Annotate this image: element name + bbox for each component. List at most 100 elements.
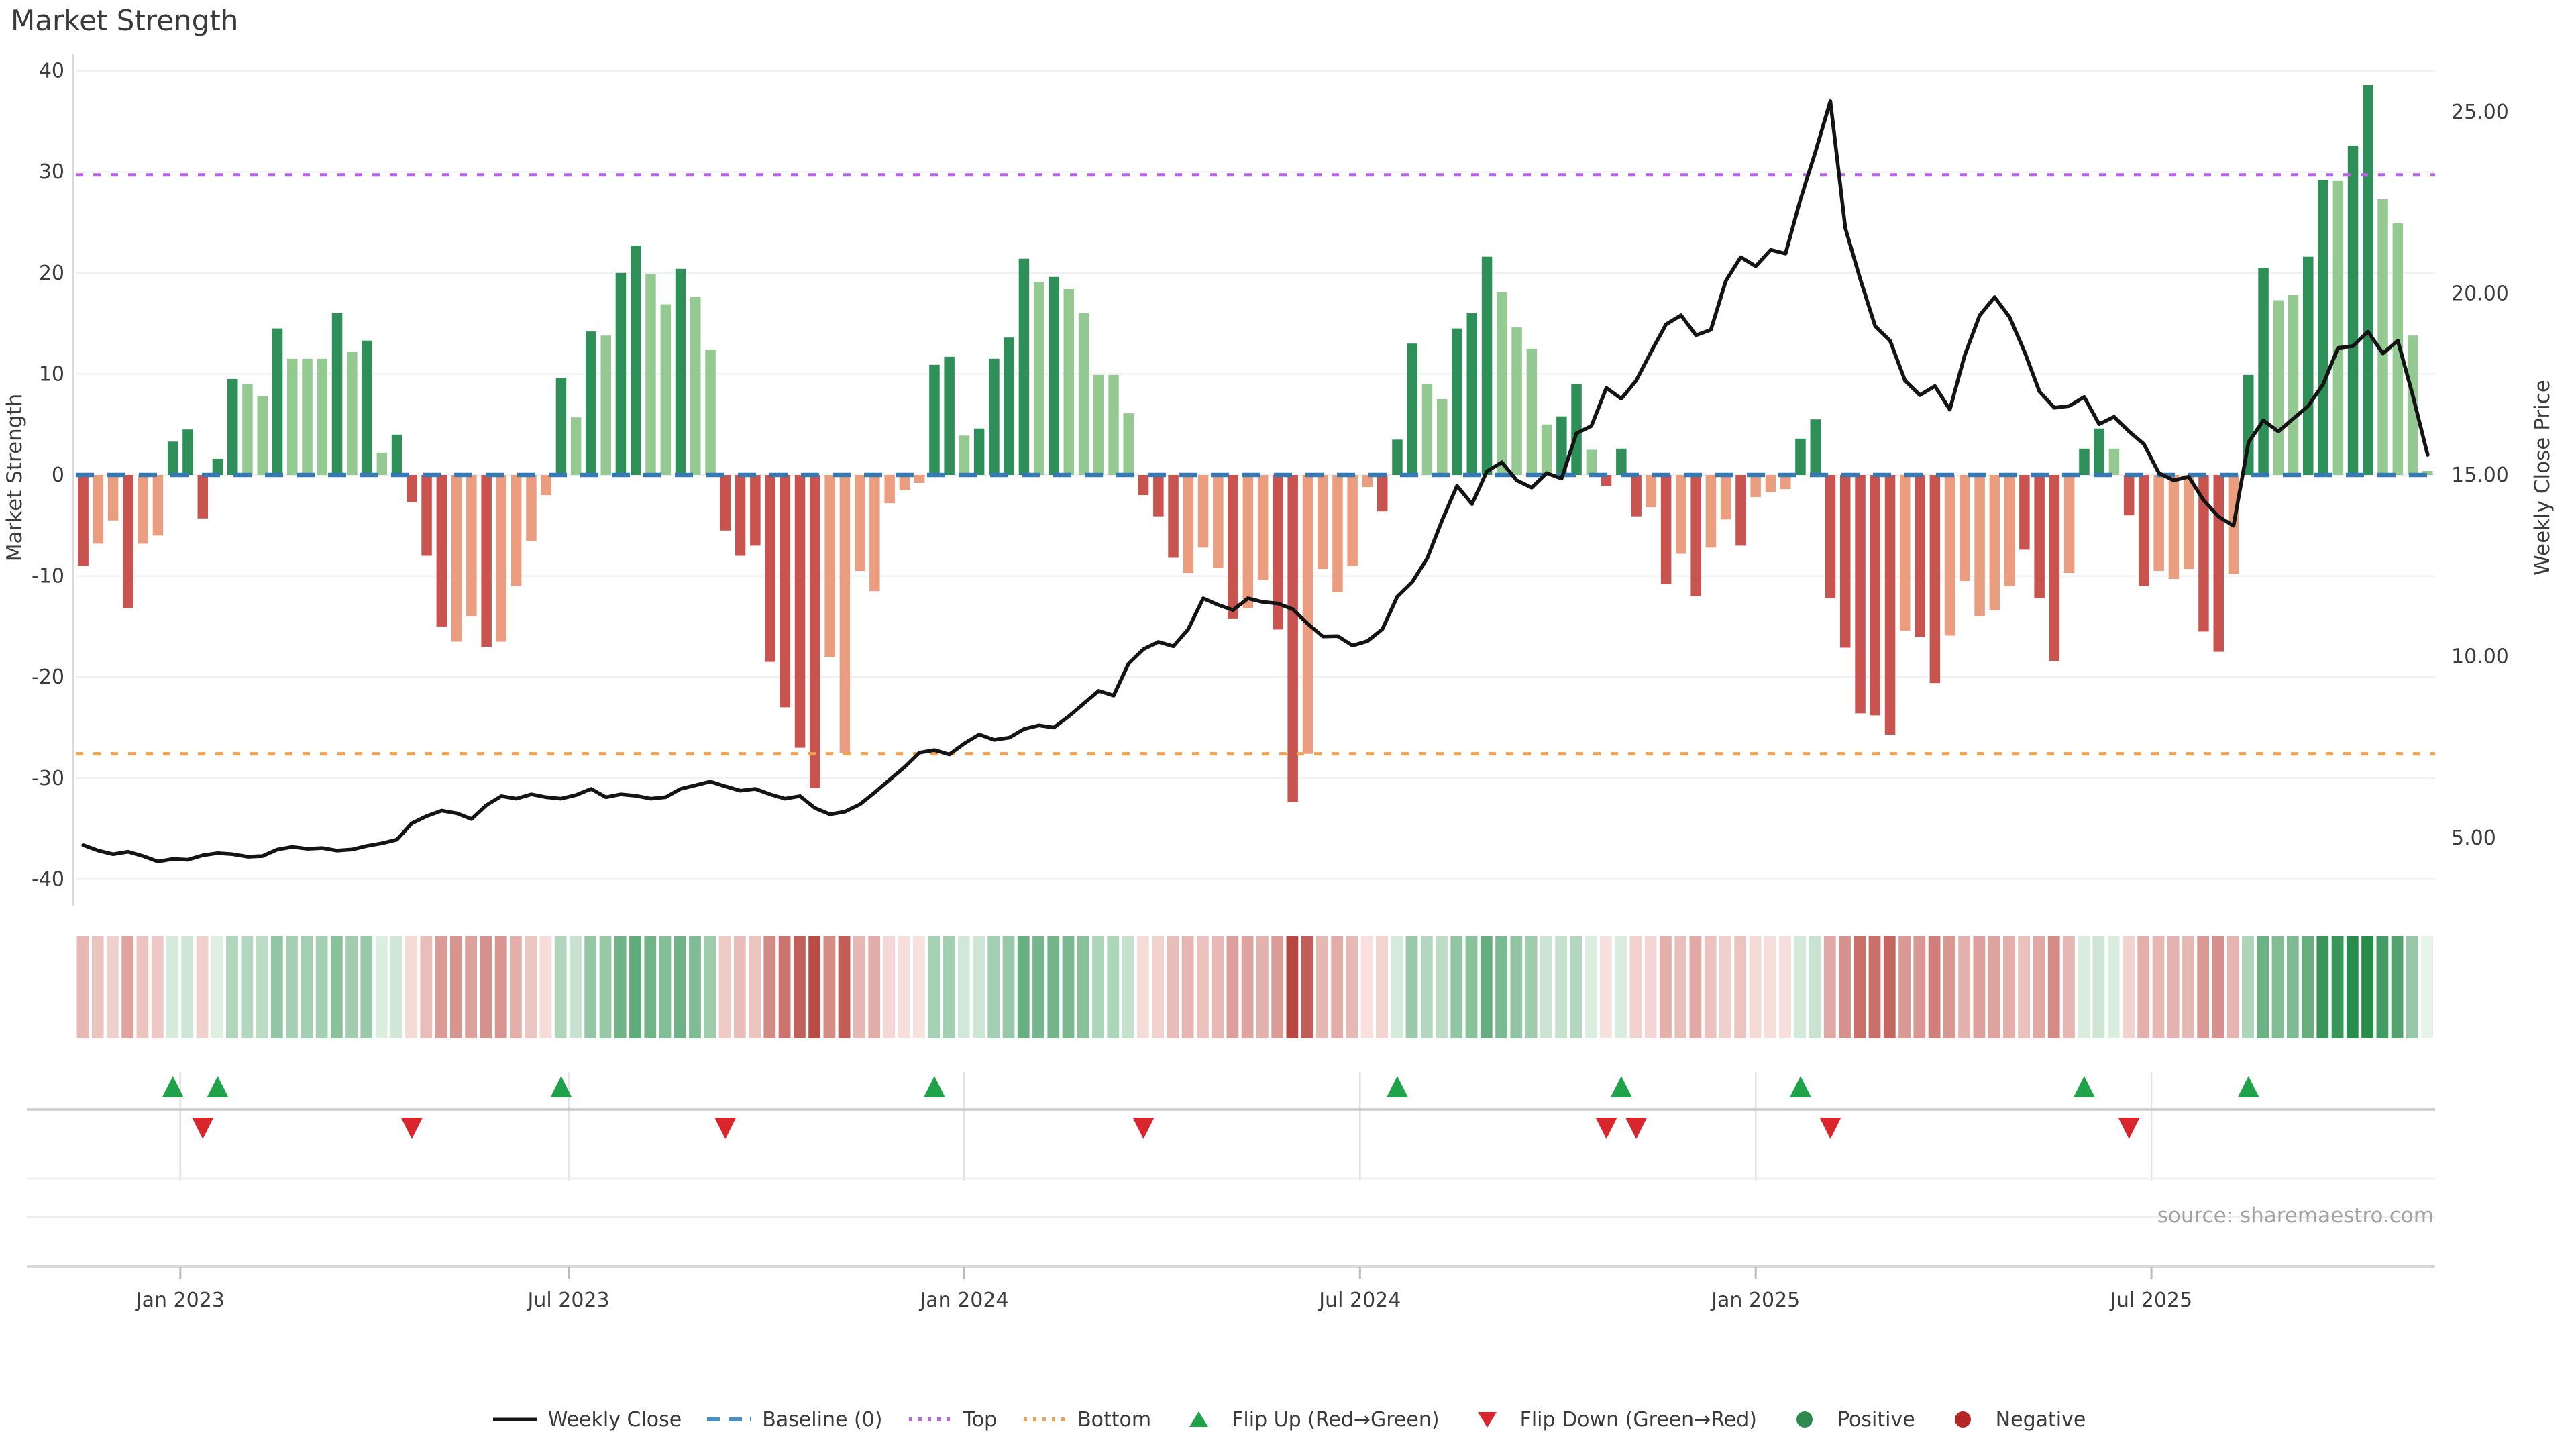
heatmap-cell bbox=[315, 936, 328, 1038]
heatmap-cell bbox=[121, 936, 134, 1038]
heatmap-cell bbox=[2182, 936, 2194, 1038]
positive-bar bbox=[586, 331, 596, 475]
heatmap-cell bbox=[166, 936, 178, 1038]
heatmap-cell bbox=[1883, 936, 1896, 1038]
positive-bar bbox=[615, 272, 627, 475]
heatmap-cell bbox=[1062, 936, 1075, 1038]
positive-bar bbox=[1093, 374, 1104, 475]
heatmap-cell bbox=[1420, 936, 1433, 1038]
left-axis-title: Market Strength bbox=[3, 394, 27, 562]
heatmap-cell bbox=[136, 936, 149, 1038]
heatmap-cell bbox=[1226, 936, 1239, 1038]
negative-bar bbox=[541, 475, 551, 496]
x-axis-tick-label: Jan 2024 bbox=[918, 1289, 1008, 1312]
heatmap-cell bbox=[718, 936, 731, 1038]
negative-bar bbox=[1900, 475, 1911, 631]
x-axis-tick-label: Jul 2025 bbox=[2109, 1289, 2192, 1312]
negative-bar bbox=[138, 475, 148, 544]
heatmap-cell bbox=[943, 936, 955, 1038]
positive-bar bbox=[555, 378, 567, 475]
heatmap-cell bbox=[733, 936, 746, 1038]
heatmap-cell bbox=[2406, 936, 2418, 1038]
positive-bar bbox=[302, 358, 313, 475]
heatmap-cell bbox=[2242, 936, 2254, 1038]
x-axis-tick-label: Jan 2025 bbox=[1710, 1289, 1800, 1312]
heatmap-cell bbox=[584, 936, 597, 1038]
positive-bar bbox=[1497, 292, 1507, 475]
legend-item-circle-6: Positive bbox=[1780, 1406, 1915, 1433]
negative-bar bbox=[123, 475, 133, 608]
heatmap-cell bbox=[2063, 936, 2075, 1038]
negative-bar bbox=[1676, 475, 1686, 554]
heatmap-cell bbox=[480, 936, 492, 1038]
positive-bar bbox=[973, 428, 985, 475]
negative-bar bbox=[854, 475, 865, 572]
positive-bar bbox=[347, 352, 358, 475]
negative-bar bbox=[914, 475, 925, 483]
heatmap-cell bbox=[2316, 936, 2329, 1038]
heatmap-cell bbox=[1256, 936, 1269, 1038]
positive-bar bbox=[2094, 428, 2104, 475]
positive-bar bbox=[1078, 313, 1089, 475]
negative-bar bbox=[1825, 475, 1836, 598]
heatmap-cell bbox=[1197, 936, 1209, 1038]
heatmap-cell bbox=[913, 936, 925, 1038]
negative-bar bbox=[436, 475, 447, 627]
positive-bar bbox=[2273, 300, 2284, 475]
heatmap-cell bbox=[330, 936, 343, 1038]
strength-bars bbox=[78, 85, 2433, 802]
negative-bar bbox=[1601, 475, 1612, 486]
heatmap-cell bbox=[554, 936, 567, 1038]
flip-up-marker bbox=[923, 1076, 945, 1097]
positive-bar bbox=[1556, 416, 1567, 475]
negative-bar bbox=[107, 475, 119, 521]
heatmap-cell bbox=[510, 936, 522, 1038]
heatmap-cell bbox=[987, 936, 1000, 1038]
negative-bar bbox=[407, 475, 417, 502]
heatmap-cell bbox=[1719, 936, 1731, 1038]
positive-bar bbox=[2407, 335, 2418, 475]
heatmap-cell bbox=[151, 936, 164, 1038]
positive-bar bbox=[182, 429, 193, 475]
positive-bar bbox=[212, 458, 223, 475]
x-axis-tick-label: Jul 2024 bbox=[1318, 1289, 1401, 1312]
heatmap-cell bbox=[1928, 936, 1941, 1038]
left-axis-tick: 0 bbox=[52, 464, 64, 487]
negative-bar bbox=[1228, 475, 1238, 619]
heatmap-cell bbox=[1047, 936, 1060, 1038]
heatmap-cell bbox=[823, 936, 836, 1038]
negative-bar bbox=[2049, 475, 2060, 661]
heatmap-cell bbox=[883, 936, 896, 1038]
negative-bar bbox=[2063, 475, 2075, 574]
positive-bar bbox=[317, 358, 327, 475]
heatmap-cell bbox=[1540, 936, 1552, 1038]
positive-bar bbox=[2108, 448, 2120, 475]
dashed-legend-icon bbox=[707, 1417, 752, 1421]
positive-bar bbox=[1586, 449, 1597, 475]
legend-item-triangle-down-5: Flip Down (Green→Red) bbox=[1462, 1406, 1757, 1433]
flip-up-marker bbox=[207, 1076, 229, 1097]
positive-bar bbox=[1511, 327, 1522, 475]
left-axis-tick: -10 bbox=[32, 565, 64, 588]
positive-bar bbox=[227, 378, 238, 475]
heatmap-cell bbox=[2033, 936, 2045, 1038]
positive-bar bbox=[1571, 384, 1582, 475]
positive-bar bbox=[2288, 294, 2299, 475]
negative-bar bbox=[824, 475, 835, 657]
heatmap-cell bbox=[2003, 936, 2015, 1038]
positive-bar bbox=[2318, 180, 2328, 475]
heatmap-cell bbox=[465, 936, 477, 1038]
heatmap-cell bbox=[763, 936, 776, 1038]
negative-bar bbox=[1377, 475, 1388, 512]
negative-bar bbox=[2168, 475, 2180, 580]
flip-marker-panel bbox=[27, 1072, 2435, 1218]
heatmap-cell bbox=[1405, 936, 1418, 1038]
positive-bar bbox=[570, 417, 582, 475]
heatmap-cell bbox=[1271, 936, 1284, 1038]
right-axis-tick: 25.00 bbox=[2451, 101, 2509, 124]
heatmap-cell bbox=[1779, 936, 1791, 1038]
heatmap-cell bbox=[1107, 936, 1120, 1038]
negative-bar bbox=[1242, 475, 1254, 608]
negative-bar bbox=[1273, 475, 1283, 630]
heatmap-cell bbox=[2421, 936, 2433, 1038]
